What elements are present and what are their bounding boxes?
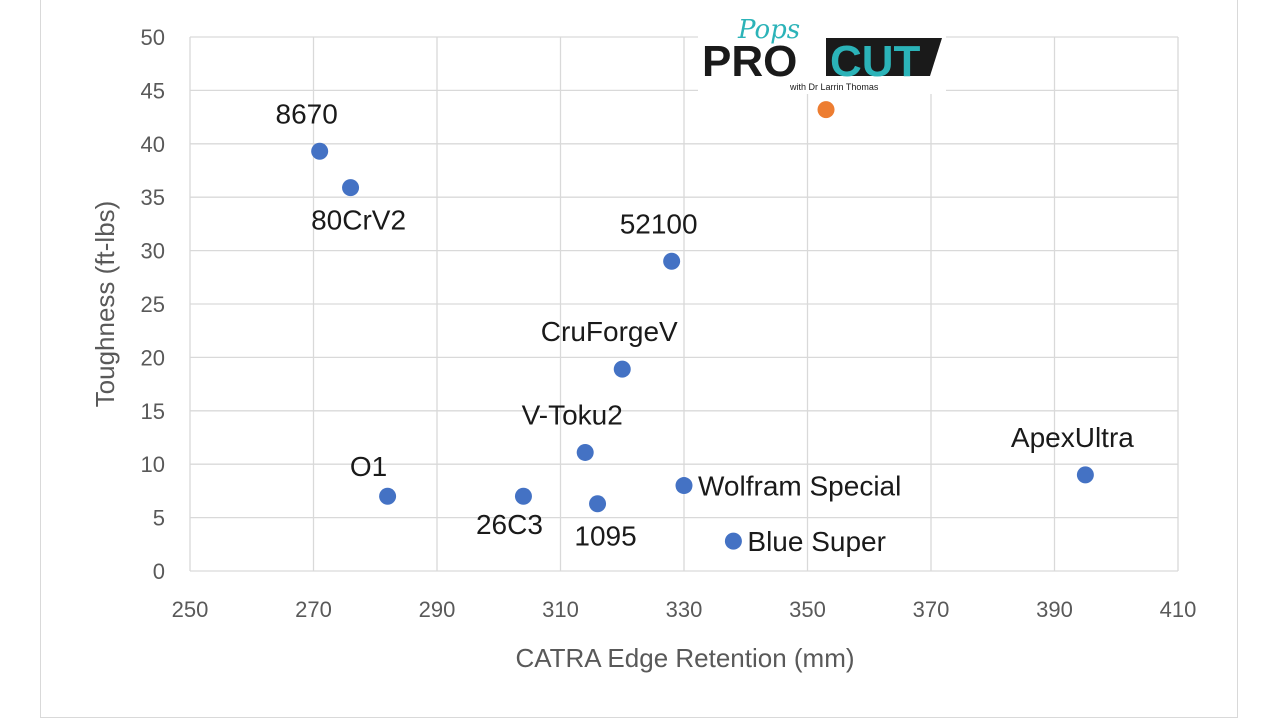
y-tick-label: 0: [153, 559, 165, 584]
y-tick-label: 35: [141, 185, 165, 210]
logo-tagline: with Dr Larrin Thomas: [789, 82, 879, 92]
x-tick-label: 270: [295, 597, 332, 622]
chart-frame: [40, 0, 1238, 718]
point-label: 8670: [276, 98, 338, 129]
x-tick-label: 290: [419, 597, 456, 622]
point-label: 80CrV2: [311, 205, 406, 236]
x-axis-title: CATRA Edge Retention (mm): [515, 643, 854, 673]
data-point: [613, 360, 631, 378]
x-tick-label: 310: [542, 597, 579, 622]
y-tick-label: 50: [141, 25, 165, 50]
data-point: [311, 142, 329, 160]
logo-pro-text: PRO: [702, 37, 797, 86]
data-point: [1076, 466, 1094, 484]
point-label: 26C3: [476, 509, 543, 540]
y-tick-label: 20: [141, 345, 165, 370]
point-label: Blue Super: [747, 526, 886, 557]
point-label: ApexUltra: [1011, 422, 1134, 453]
data-point: [675, 477, 693, 495]
y-tick-label: 15: [141, 399, 165, 424]
y-tick-label: 5: [153, 506, 165, 531]
point-labels: 8670 80CrV2 52100 CruForgeV V-Toku2 O1 26C3 109…: [276, 98, 1135, 557]
point-label: 52100: [620, 208, 698, 239]
grid-lines: [189, 36, 1179, 572]
data-point: [663, 252, 681, 270]
y-tick-label: 25: [141, 292, 165, 317]
y-axis-title: Toughness (ft-lbs): [90, 201, 120, 408]
point-label: V-Toku2: [522, 399, 623, 430]
y-tick-label: 40: [141, 132, 165, 157]
logo-cut-text: CUT: [830, 37, 921, 86]
x-tick-label: 350: [789, 597, 826, 622]
logo-script-text: Pops: [737, 15, 800, 45]
y-tick-labels: 0 5 10 15 20 25 30 35 40 45 50: [141, 25, 165, 584]
data-point: [379, 487, 397, 505]
y-tick-label: 45: [141, 78, 165, 103]
data-point: [576, 443, 594, 461]
data-point: [342, 179, 360, 197]
data-point: [817, 101, 835, 119]
x-tick-label: 250: [172, 597, 209, 622]
y-tick-label: 30: [141, 239, 165, 264]
point-label: CruForgeV: [541, 316, 678, 347]
data-point: [724, 532, 742, 550]
x-tick-label: 390: [1036, 597, 1073, 622]
data-point: [589, 495, 607, 513]
point-label: 1095: [574, 521, 636, 552]
x-tick-label: 370: [913, 597, 950, 622]
point-label: O1: [350, 451, 387, 482]
x-tick-labels: 250 270 290 310 330 350 370 390 410: [172, 597, 1197, 622]
procut-logo: Pops PRO CUT with Dr Larrin Thomas: [698, 14, 946, 94]
data-points: [311, 101, 1094, 550]
y-tick-label: 10: [141, 452, 165, 477]
data-point: [514, 487, 532, 505]
x-tick-label: 330: [666, 597, 703, 622]
x-tick-label: 410: [1160, 597, 1197, 622]
point-label: Wolfram Special: [698, 471, 901, 502]
logo-banner-shape: [826, 38, 942, 76]
